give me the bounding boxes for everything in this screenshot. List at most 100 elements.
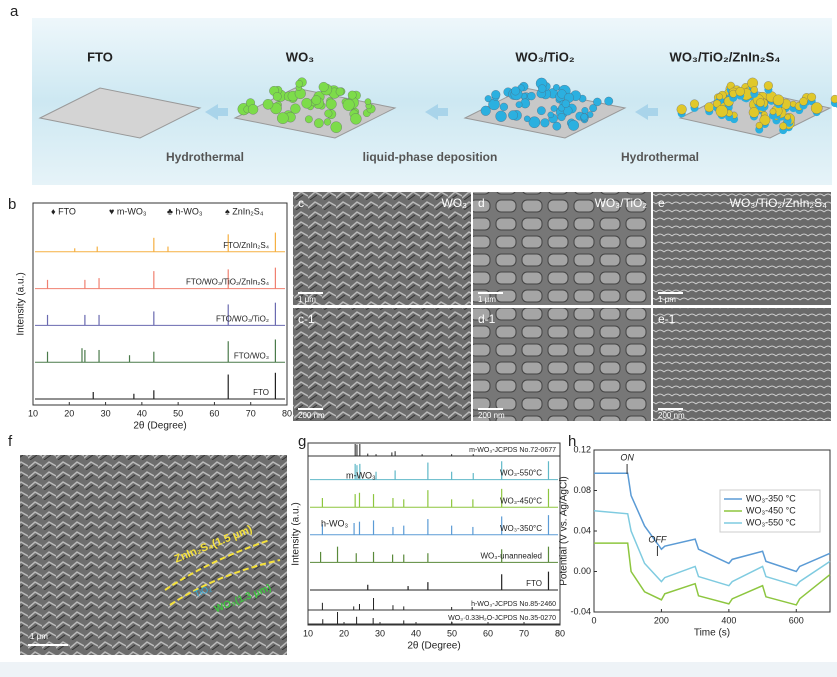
y-axis-label: Intensity (a.u.) [291, 502, 302, 565]
x-tick-label: 50 [173, 408, 183, 418]
x-tick-label: 30 [101, 408, 111, 418]
blob [755, 121, 763, 129]
blob [350, 113, 362, 125]
sem-image [653, 308, 831, 421]
series-label: WO₃-unannealed [480, 552, 542, 561]
y-tick-label: -0.04 [570, 606, 591, 616]
x-tick-label: 400 [721, 615, 736, 625]
scale-label: 200 nm [298, 411, 325, 420]
x-tick-label: 10 [303, 628, 313, 638]
sem-label: WO₃ [441, 196, 467, 210]
ref-label: WO₃·0.33H₂O-JCPDS No.35-0270 [448, 615, 556, 622]
process-step: liquid-phase deposition [363, 150, 498, 164]
series-label: FTO [526, 579, 542, 588]
panel-letter: h [568, 433, 576, 450]
blob [553, 84, 560, 91]
blob [480, 105, 491, 116]
blob [330, 121, 342, 133]
sem-image [293, 308, 471, 421]
blob [750, 86, 758, 94]
blob [290, 103, 301, 114]
blob [807, 92, 817, 102]
ref-label: h-WO₃-JCPDS No.85-2460 [471, 601, 556, 608]
blob [748, 107, 760, 118]
series-label: FTO/WO₃/TiO₂ [216, 315, 269, 324]
sem-image [293, 192, 471, 305]
x-tick-label: 40 [411, 628, 421, 638]
sem-label: WO₃/TiO₂/ZnIn₂S₄ [730, 196, 827, 210]
x-tick-label: 600 [789, 615, 804, 625]
blob [547, 111, 554, 119]
y-axis-label: Intensity (a.u.) [16, 272, 27, 335]
legend-entry: ♠ ZnIn₂S₄ [225, 206, 264, 216]
x-tick-label: 20 [64, 408, 74, 418]
y-axis-label: Potential (V vs. Ag/AgCl) [559, 476, 570, 586]
blob [247, 104, 259, 115]
legend-entry: WO₃-550 °C [746, 517, 796, 527]
panel-letter: a [10, 3, 19, 20]
x-axis-label: 2θ (Degree) [133, 421, 186, 432]
series-line [593, 510, 831, 587]
series-label: WO₃-350°C [500, 524, 542, 533]
blob [589, 104, 598, 112]
blob [325, 98, 337, 110]
sem-image [653, 192, 831, 305]
blob [756, 98, 765, 107]
x-tick-label: 30 [375, 628, 385, 638]
x-axis-label: 2θ (Degree) [407, 641, 460, 652]
legend-entry: ♦ FTO [51, 206, 76, 216]
y-tick-label: 0.04 [573, 525, 591, 535]
x-tick-label: 80 [282, 408, 292, 418]
panel-letter: c [298, 196, 304, 210]
annotation: m-WO₃ [346, 470, 376, 480]
legend-entry: WO₃-450 °C [746, 505, 796, 515]
panel-letter: e [658, 196, 665, 210]
blob [538, 84, 547, 93]
annotation: OFF [648, 534, 666, 544]
blob [716, 93, 723, 100]
blob [528, 116, 541, 129]
blob [324, 109, 333, 118]
blob [277, 112, 289, 124]
blob [335, 87, 345, 96]
sem-label: WO₃/TiO₂ [595, 196, 648, 210]
x-tick-label: 70 [246, 408, 256, 418]
blob [305, 115, 313, 124]
blob [484, 95, 492, 103]
legend-entry: ♣ h-WO₃ [167, 206, 203, 216]
scale-label: 200 nm [658, 411, 685, 420]
blob [580, 113, 588, 121]
series-label: FTO [253, 388, 269, 397]
blob [550, 105, 558, 112]
x-tick-label: 0 [591, 615, 596, 625]
process-step: Hydrothermal [166, 150, 244, 164]
blob [499, 102, 508, 111]
sem-image [473, 308, 651, 421]
blob [604, 96, 614, 106]
stage-title: WO₃/TiO₂/ZnIn₂S₄ [670, 49, 781, 64]
blob [715, 105, 728, 118]
panel-letter: d [478, 196, 485, 210]
x-tick-label: 60 [209, 408, 219, 418]
blob [364, 98, 372, 105]
blob [763, 81, 773, 91]
plot-frame [32, 202, 288, 406]
scale-label: 1 μm [478, 295, 496, 304]
series-label: WO₃-450°C [500, 496, 542, 505]
blob [810, 102, 823, 114]
series-label: FTO/ZnIn₂S₄ [223, 241, 269, 250]
blob [318, 82, 329, 92]
legend-entry: ♥ m-WO₃ [109, 206, 147, 216]
annotation: h-WO₃ [321, 518, 348, 528]
stage-title: WO₃ [286, 49, 314, 64]
blob [314, 118, 324, 128]
blob [311, 95, 322, 105]
blob [508, 110, 518, 121]
panel-letter: c-1 [298, 312, 315, 326]
panel-letter: d-1 [478, 312, 496, 326]
blob [676, 104, 687, 115]
scale-label: 200 nm [478, 411, 505, 420]
series-label: FTO/WO₃ [234, 351, 269, 360]
blob [779, 122, 788, 131]
x-tick-label: 10 [28, 408, 38, 418]
